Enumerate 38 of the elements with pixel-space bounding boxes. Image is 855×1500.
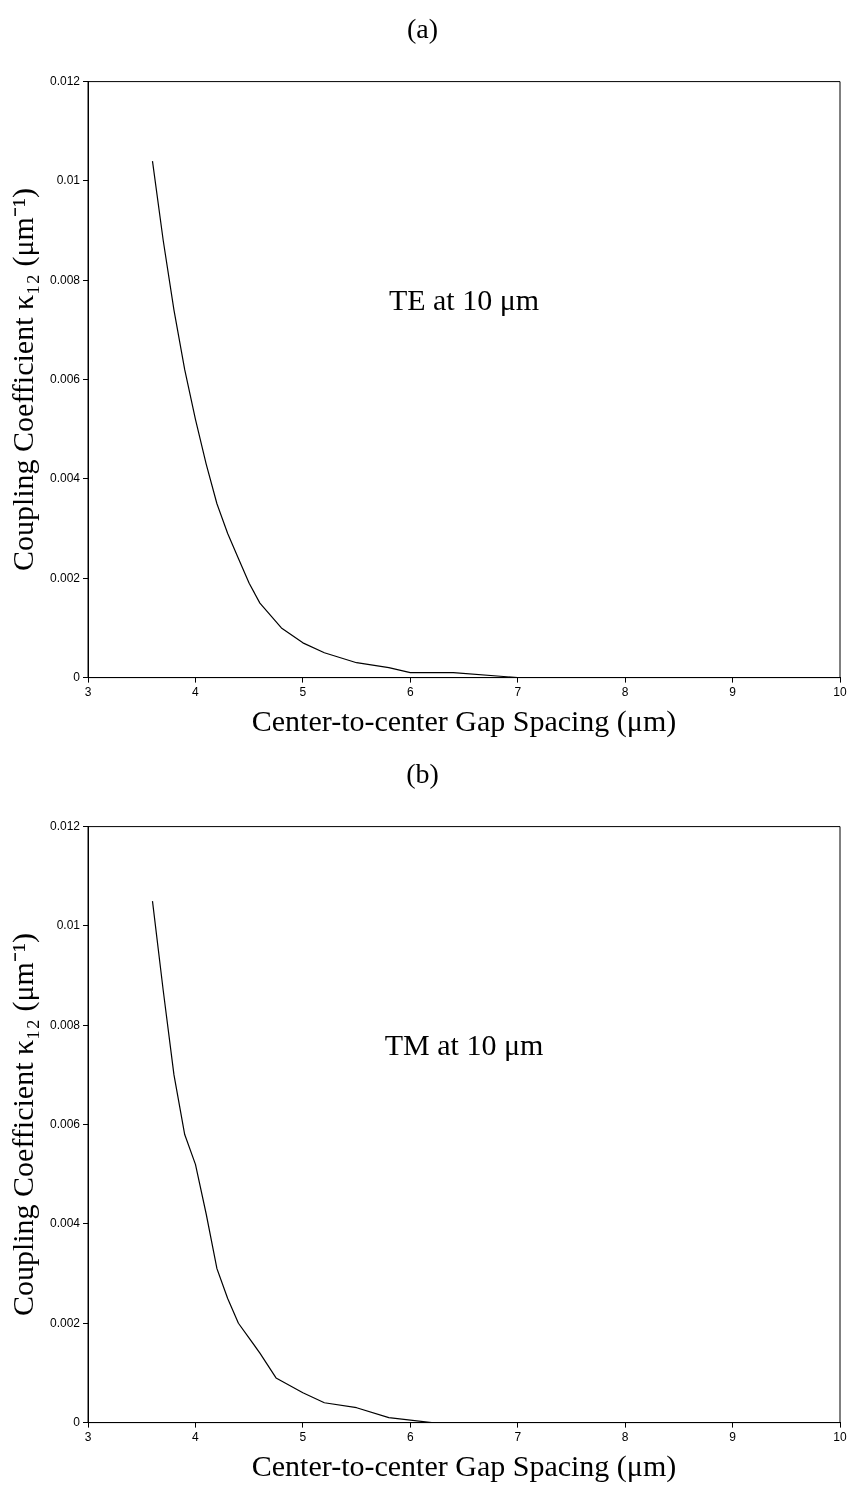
x-tick-label: 4: [192, 1430, 200, 1445]
y-tick-label: 0.01: [56, 173, 81, 188]
annotation: TM at 10 μm: [384, 1027, 544, 1061]
y-axis-title: Coupling Coefficient κ₁₂ (μm⁻¹): [5, 188, 40, 572]
x-tick-label: 5: [299, 1430, 307, 1445]
y-axis-title: Coupling Coefficient κ₁₂ (μm⁻¹): [5, 933, 40, 1317]
x-tick-label: 10: [833, 685, 847, 700]
y-tick-label: 0.004: [50, 1216, 81, 1231]
y-tick-label: 0.008: [50, 272, 81, 287]
x-tick-label: 4: [192, 685, 200, 700]
x-tick-label: 3: [84, 1430, 92, 1445]
x-tick-label: 7: [514, 685, 522, 700]
y-tick-label: 0.002: [50, 1315, 81, 1330]
x-tick-label: 6: [406, 685, 414, 700]
y-tick-label: 0.012: [50, 818, 81, 833]
y-tick-label: 0.002: [50, 570, 81, 585]
x-axis-title: Center-to-center Gap Spacing (μm): [251, 703, 677, 738]
chart-title: (b): [406, 758, 439, 790]
annotation: TE at 10 μm: [388, 282, 540, 316]
x-tick-label: 8: [621, 1430, 629, 1445]
x-axis-title: Center-to-center Gap Spacing (μm): [251, 1448, 677, 1483]
y-tick-label: 0.006: [50, 371, 81, 386]
x-tick-label: 5: [299, 685, 307, 700]
y-tick-label: 0: [73, 669, 81, 684]
x-tick-label: 9: [729, 685, 737, 700]
x-tick-label: 3: [84, 685, 92, 700]
x-tick-label: 6: [406, 1430, 414, 1445]
x-tick-label: 7: [514, 1430, 522, 1445]
y-tick-label: 0.006: [50, 1116, 81, 1131]
y-tick-label: 0: [73, 1414, 81, 1429]
y-tick-label: 0.008: [50, 1017, 81, 1032]
y-tick-label: 0.012: [50, 73, 81, 88]
x-tick-label: 9: [729, 1430, 737, 1445]
y-tick-label: 0.004: [50, 471, 81, 486]
y-tick-label: 0.01: [56, 918, 81, 933]
x-tick-label: 8: [621, 685, 629, 700]
chart-title: (a): [406, 13, 439, 45]
x-tick-label: 10: [833, 1430, 847, 1445]
